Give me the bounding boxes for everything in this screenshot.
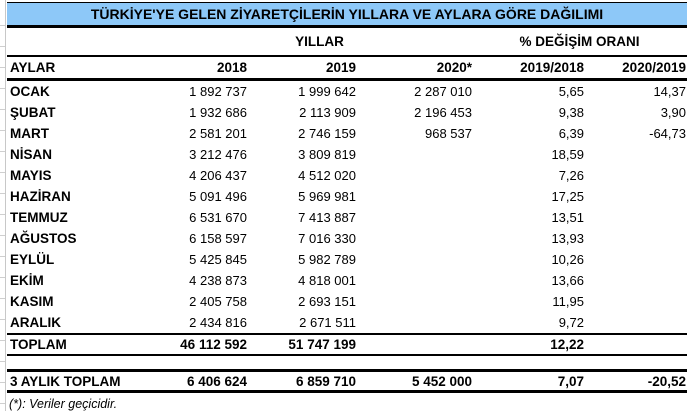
- value-2019: 2 671 511: [299, 315, 356, 330]
- col-header-2020: 2020*: [436, 60, 472, 75]
- group-header-change: % DEĞİŞİM ORANI: [519, 34, 640, 49]
- value-2020: 2 287 010: [414, 84, 472, 99]
- value-2018: 3 212 476: [189, 147, 247, 162]
- three-month-total-2020: 5 452 000: [411, 373, 472, 389]
- table-row: KASIM 2 405 758 2 693 151 11,95: [7, 291, 687, 312]
- table-row: MAYIS 4 206 437 4 512 020 7,26: [7, 165, 687, 186]
- table-row: ŞUBAT 1 932 686 2 113 909 2 196 453 9,38…: [7, 102, 687, 123]
- value-2018: 4 238 873: [189, 273, 247, 288]
- three-month-total-row: 3 AYLIK TOPLAM 6 406 624 6 859 710 5 452…: [7, 369, 687, 393]
- month-label: HAZİRAN: [10, 189, 71, 204]
- value-2019: 5 969 981: [298, 189, 356, 204]
- change-2019-2018: 6,39: [558, 126, 584, 141]
- value-2018: 6 158 597: [189, 231, 247, 246]
- value-2018: 1 932 686: [189, 105, 247, 120]
- table-title: TÜRKİYE'YE GELEN ZİYARETÇİLERİN YILLARA …: [7, 2, 687, 28]
- change-2019-2018: 7,26: [558, 168, 584, 183]
- month-label: EYLÜL: [10, 252, 55, 267]
- value-2019: 1 999 642: [298, 84, 356, 99]
- group-header-row: YILLAR % DEĞİŞİM ORANI: [7, 28, 687, 57]
- month-label: MART: [10, 126, 49, 141]
- month-label: MAYIS: [10, 168, 52, 183]
- three-month-total-label: 3 AYLIK TOPLAM: [10, 373, 121, 389]
- change-2019-2018: 10,26: [551, 252, 584, 267]
- total-row: TOPLAM 46 112 592 51 747 199 12,22: [7, 333, 687, 356]
- change-2019-2018: 9,72: [558, 315, 584, 330]
- total-2019: 51 747 199: [288, 337, 356, 352]
- change-2019-2018: 9,38: [558, 105, 584, 120]
- value-2019: 5 982 789: [298, 252, 356, 267]
- month-label: AĞUSTOS: [10, 231, 77, 246]
- total-2018: 46 112 592: [180, 337, 247, 352]
- change-2019-2018: 13,51: [551, 210, 584, 225]
- table-row: EKİM 4 238 873 4 818 001 13,66: [7, 270, 687, 291]
- change-2019-2018: 17,25: [551, 189, 584, 204]
- three-month-total-2019: 6 859 710: [295, 373, 356, 389]
- value-2019: 7 016 330: [298, 231, 356, 246]
- month-label: TEMMUZ: [10, 210, 68, 225]
- three-month-change-2020-2019: -20,52: [647, 373, 686, 389]
- month-label: OCAK: [10, 84, 50, 99]
- column-header-row: AYLAR 2018 2019 2020* 2019/2018 2020/201…: [7, 57, 687, 81]
- value-2019: 3 809 819: [298, 147, 356, 162]
- month-label: EKİM: [10, 273, 44, 288]
- value-2018: 6 531 670: [189, 210, 247, 225]
- value-2019: 4 818 001: [298, 273, 356, 288]
- visitors-table: TÜRKİYE'YE GELEN ZİYARETÇİLERİN YILLARA …: [7, 2, 687, 411]
- value-2018: 5 091 496: [189, 189, 247, 204]
- table-row: AĞUSTOS 6 158 597 7 016 330 13,93: [7, 228, 687, 249]
- table-row: OCAK 1 892 737 1 999 642 2 287 010 5,65 …: [7, 81, 687, 102]
- table-row: NİSAN 3 212 476 3 809 819 18,59: [7, 144, 687, 165]
- col-header-2020-2019: 2020/2019: [622, 60, 686, 75]
- month-label: KASIM: [10, 294, 54, 309]
- change-2019-2018: 11,95: [552, 294, 584, 309]
- value-2018: 2 434 816: [189, 315, 247, 330]
- table-row: EYLÜL 5 425 845 5 982 789 10,26: [7, 249, 687, 270]
- table-row: MART 2 581 201 2 746 159 968 537 6,39 -6…: [7, 123, 687, 144]
- change-2020-2019: 3,90: [660, 105, 686, 120]
- spacer-row: [7, 356, 687, 369]
- table-row: TEMMUZ 6 531 670 7 413 887 13,51: [7, 207, 687, 228]
- value-2019: 4 512 020: [298, 168, 356, 183]
- change-2019-2018: 13,66: [551, 273, 584, 288]
- change-2020-2019: 14,37: [653, 84, 686, 99]
- footnote: (*): Veriler geçicidir.: [9, 397, 118, 411]
- change-2019-2018: 5,65: [558, 84, 584, 99]
- three-month-change-2019-2018: 7,07: [557, 373, 584, 389]
- value-2020: 968 537: [425, 126, 472, 141]
- value-2018: 5 425 845: [189, 252, 247, 267]
- month-label: ŞUBAT: [10, 105, 56, 120]
- month-label: NİSAN: [10, 147, 53, 162]
- change-2019-2018: 18,59: [551, 147, 584, 162]
- total-label: TOPLAM: [10, 337, 67, 352]
- value-2019: 2 746 159: [298, 126, 356, 141]
- table-row: HAZİRAN 5 091 496 5 969 981 17,25: [7, 186, 687, 207]
- value-2019: 2 693 151: [298, 294, 356, 309]
- value-2018: 2 405 758: [189, 294, 247, 309]
- value-2018: 2 581 201: [189, 126, 247, 141]
- value-2020: 2 196 453: [414, 105, 472, 120]
- change-2019-2018: 13,93: [551, 231, 584, 246]
- group-header-years: YILLAR: [295, 34, 344, 49]
- total-change-2019-2018: 12,22: [550, 337, 584, 352]
- value-2019: 7 413 887: [298, 210, 356, 225]
- table-row: ARALIK 2 434 816 2 671 511 9,72: [7, 312, 687, 333]
- month-label: ARALIK: [10, 315, 61, 330]
- col-header-2019-2018: 2019/2018: [520, 60, 584, 75]
- col-header-2019: 2019: [325, 60, 356, 75]
- value-2018: 4 206 437: [189, 168, 247, 183]
- value-2018: 1 892 737: [189, 84, 247, 99]
- three-month-total-2018: 6 406 624: [186, 373, 247, 389]
- value-2019: 2 113 909: [299, 105, 356, 120]
- col-header-2018: 2018: [216, 60, 247, 75]
- col-header-months: AYLAR: [10, 60, 56, 75]
- gridline-strip: [0, 0, 6, 411]
- change-2020-2019: -64,73: [649, 126, 686, 141]
